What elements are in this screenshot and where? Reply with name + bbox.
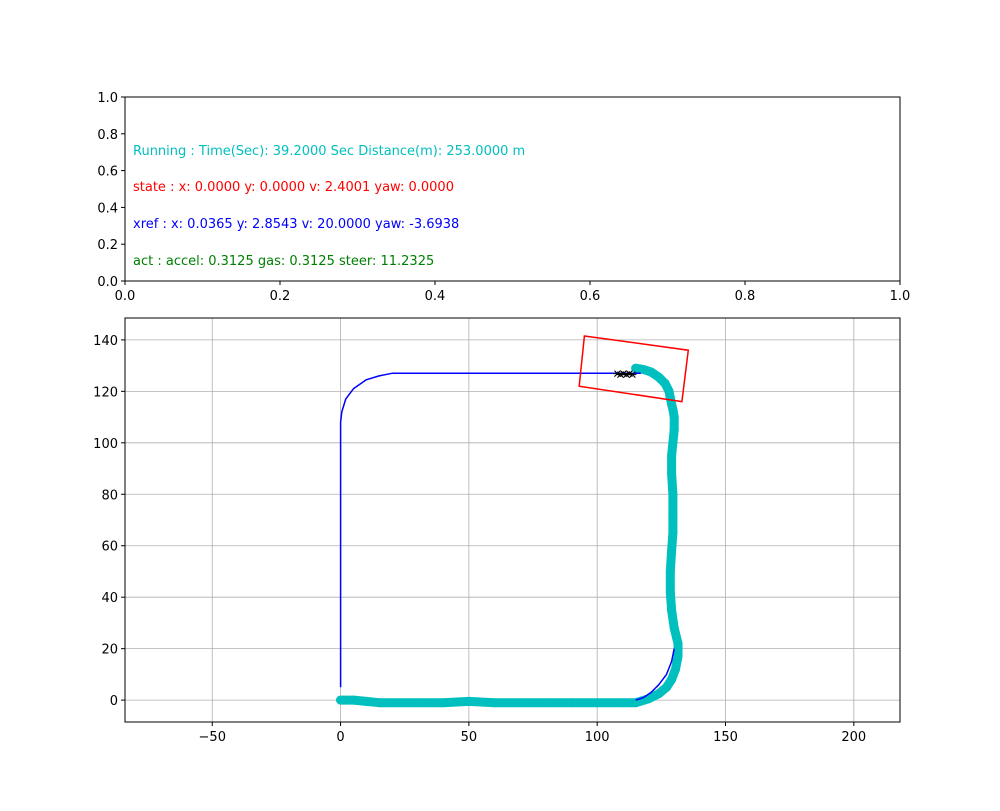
status-y-tick-label: 0.8: [97, 128, 118, 143]
vehicle-trajectory-point: [668, 510, 678, 520]
status-y-tick-label: 1.0: [97, 91, 118, 106]
vehicle-trajectory-point: [348, 695, 358, 705]
vehicle-trajectory-point: [664, 386, 674, 396]
vehicle-trajectory-point: [374, 698, 384, 708]
vehicle-trajectory-point: [336, 695, 346, 705]
status-line-act: act : accel: 0.3125 gas: 0.3125 steer: 1…: [133, 254, 434, 269]
plot-y-tick-label: 100: [93, 437, 118, 452]
vehicle-trajectory-point: [654, 689, 664, 699]
status-x-tick-label: 0.0: [115, 289, 136, 304]
status-x-tick-label: 0.8: [735, 289, 756, 304]
vehicle-trajectory-point: [464, 696, 474, 706]
vehicle-trajectory-point: [668, 489, 678, 499]
plot-x-ticks: −50 0 50 100 150 200: [199, 722, 866, 745]
status-x-tick-label: 0.6: [580, 289, 601, 304]
status-panel-frame: [124, 96, 901, 282]
status-x-tick-label: 0.4: [425, 289, 446, 304]
vehicle-trajectory-point: [667, 605, 677, 615]
vehicle-trajectory-point: [654, 372, 664, 382]
vehicle-trajectory-point: [515, 698, 525, 708]
status-y-tick-label: 0.2: [97, 238, 118, 253]
vehicle-trajectory-point: [490, 698, 499, 708]
plot-y-ticks: 0 20 40 60 80 100 120 140: [93, 334, 125, 709]
vehicle-trajectory-point: [646, 367, 656, 377]
plot-y-tick-label: 140: [93, 334, 118, 349]
vehicle-trajectory-point: [665, 567, 675, 576]
plot-y-tick-label: 120: [93, 385, 118, 400]
vehicle-trajectory-point: [361, 696, 371, 706]
vehicle-trajectory-point: [631, 698, 641, 708]
status-y-tick-label: 0.6: [97, 165, 118, 180]
status-y-tick-label: 0.0: [97, 275, 118, 290]
plot-x-tick-label: 100: [585, 730, 610, 745]
vehicle-trajectory-point: [438, 698, 448, 708]
plot-x-tick-label: 50: [461, 730, 478, 745]
vehicle-trajectory-point: [673, 639, 683, 648]
vehicle-trajectory-point: [387, 698, 397, 708]
reference-path-line: [339, 372, 641, 688]
vehicle-trajectory-point: [667, 546, 677, 556]
plot-series: [336, 335, 690, 708]
plot-y-tick-label: 80: [101, 488, 118, 503]
plot-grid: [125, 318, 900, 722]
plot-x-tick-label: 0: [336, 730, 344, 745]
status-panel: 0.0 0.2 0.4 0.6 0.8 1.0 0.0 0.2 0.4 0.6 0.8 1.0 Ru…: [97, 91, 910, 304]
vehicle-trajectory-point: [669, 412, 679, 422]
plot-x-tick-label: 200: [841, 730, 866, 745]
trajectory-plot: −50 0 50 100 150 200 0 20 40 60 80 100 120 140: [93, 317, 901, 745]
vehicle-trajectory-point: [567, 698, 576, 708]
vehicle-trajectory-point: [669, 623, 679, 633]
plot-y-tick-label: 40: [101, 591, 118, 606]
vehicle-trajectory-point: [667, 469, 677, 479]
plot-y-tick-label: 0: [110, 694, 118, 709]
vehicle-trajectory-point: [668, 528, 678, 538]
prediction-marker: [613, 370, 637, 378]
prediction-marker-stroke: [628, 371, 637, 378]
status-x-ticks: 0.0 0.2 0.4 0.6 0.8 1.0: [115, 281, 911, 304]
vehicle-trajectory-point: [413, 698, 422, 708]
vehicle-trajectory-point: [667, 451, 677, 461]
vehicle-box: [578, 335, 690, 403]
status-y-tick-label: 0.4: [97, 201, 118, 216]
vehicle-trajectory-point: [673, 651, 683, 661]
plot-y-tick-label: 60: [101, 540, 118, 555]
vehicle-trajectory-point: [660, 379, 670, 389]
vehicle-trajectory-point: [665, 587, 675, 597]
vehicle-trajectory-point: [667, 675, 677, 684]
status-line-running: Running : Time(Sec): 39.2000 Sec Distanc…: [133, 144, 525, 159]
vehicle-trajectory-point: [618, 698, 628, 708]
plot-y-tick-label: 20: [101, 643, 118, 658]
status-x-tick-label: 1.0: [890, 289, 911, 304]
vehicle-trajectory-point: [671, 664, 680, 674]
status-line-xref: xref : x: 0.0365 y: 2.8543 v: 20.0000 ya…: [133, 217, 459, 232]
vehicle-trajectory-point: [669, 425, 679, 435]
plot-frame: [124, 317, 901, 723]
plot-x-tick-label: −50: [199, 730, 226, 745]
reference-path-line: [635, 648, 675, 701]
status-y-ticks: 0.0 0.2 0.4 0.6 0.8 1.0: [97, 91, 125, 290]
plot-x-tick-label: 150: [713, 730, 738, 745]
vehicle-trajectory-point: [541, 698, 551, 708]
status-x-tick-label: 0.2: [270, 289, 291, 304]
vehicle-trajectory-point: [668, 438, 678, 448]
vehicle-trajectory-point: [638, 365, 648, 374]
status-line-state: state : x: 0.0000 y: 0.0000 v: 2.4001 ya…: [133, 180, 454, 195]
vehicle-trajectory-point: [592, 698, 602, 708]
vehicle-trajectory-point: [631, 363, 641, 373]
vehicle-trajectory-point: [662, 682, 671, 692]
